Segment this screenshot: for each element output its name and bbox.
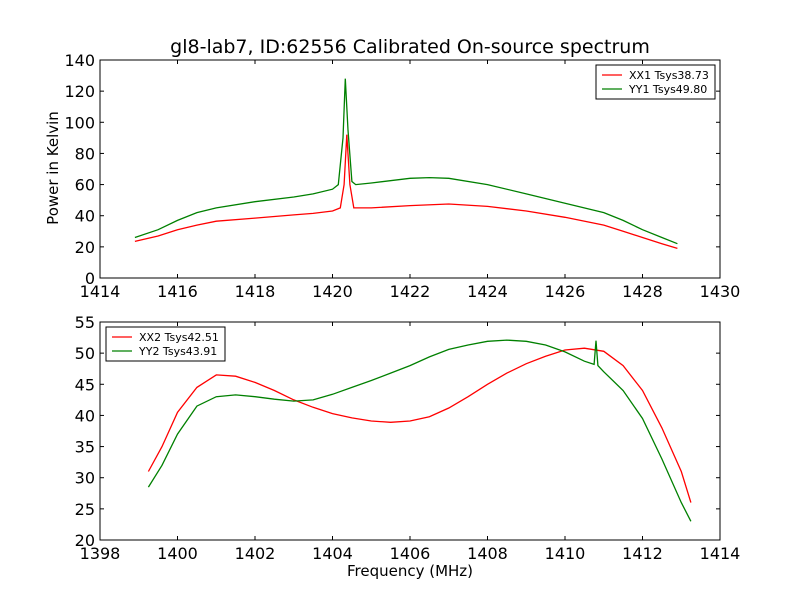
top-chart-y-tick-label: 100 xyxy=(64,113,95,132)
bottom-chart-series-line-2 xyxy=(147,339,692,522)
bottom-chart-x-tick-label: 1398 xyxy=(80,544,121,563)
top-chart-title: gl8-lab7, ID:62556 Calibrated On-source … xyxy=(170,36,650,58)
bottom-chart-x-tick-label: 1410 xyxy=(545,544,586,563)
top-chart-legend xyxy=(595,64,716,100)
bottom-chart-x-tick-label: 1414 xyxy=(700,544,741,563)
top-chart-x-tick-label: 1422 xyxy=(390,282,431,301)
top-chart-y-tick-label: 120 xyxy=(64,82,95,101)
top-chart-x-tick-label: 1424 xyxy=(467,282,508,301)
bottom-chart-x-tick-label: 1412 xyxy=(622,544,663,563)
top-chart-x-tick-label: 1430 xyxy=(700,282,741,301)
bottom-chart-x-axis-label: Frequency (MHz) xyxy=(347,562,473,580)
top-chart-series-line-2 xyxy=(134,78,678,245)
top-chart-x-tick-label: 1426 xyxy=(545,282,586,301)
top-chart-y-tick-label: 40 xyxy=(75,207,95,226)
top-chart-y-tick-label: 0 xyxy=(85,269,95,288)
bottom-chart-y-tick-label: 50 xyxy=(75,344,95,363)
bottom-chart-y-tick-label: 30 xyxy=(75,469,95,488)
top-chart-x-tick-label: 1428 xyxy=(622,282,663,301)
top-chart-y-tick-label: 60 xyxy=(75,176,95,195)
top-chart-y-axis-label: Power in Kelvin xyxy=(44,111,62,225)
top-chart-y-tick-label: 20 xyxy=(75,238,95,257)
bottom-chart-legend xyxy=(105,326,226,362)
bottom-chart-y-tick-label: 35 xyxy=(75,438,95,457)
top-chart-x-tick-label: 1418 xyxy=(235,282,276,301)
bottom-chart-legend-label-2: YY2 Tsys43.91 xyxy=(138,345,217,358)
bottom-chart-y-tick-label: 25 xyxy=(75,500,95,519)
bottom-chart-y-tick-label: 20 xyxy=(75,531,95,550)
bottom-chart-y-tick-label: 55 xyxy=(75,313,95,332)
top-chart-series-line-1 xyxy=(134,134,678,250)
bottom-chart-series-line-1 xyxy=(147,347,692,503)
bottom-chart-x-tick-label: 1404 xyxy=(312,544,353,563)
top-chart-legend-label-1: XX1 Tsys38.73 xyxy=(629,69,709,82)
bottom-chart-x-tick-label: 1406 xyxy=(390,544,431,563)
top-chart-x-tick-label: 1414 xyxy=(80,282,121,301)
bottom-chart-x-tick-label: 1400 xyxy=(157,544,198,563)
top-chart-y-tick-label: 140 xyxy=(64,51,95,70)
bottom-chart: 1398 1400 1402 1404 1406 1408 1410 1412 1414 20 25… xyxy=(75,313,741,563)
bottom-chart-y-tick-label: 40 xyxy=(75,406,95,425)
top-chart: 1414 1416 1418 1420 1422 1424 1426 1428 1430 0 20 4… xyxy=(64,51,740,301)
bottom-chart-x-tick-label: 1402 xyxy=(235,544,276,563)
top-chart-x-tick-label: 1420 xyxy=(312,282,353,301)
top-chart-legend-label-2: YY1 Tsys49.80 xyxy=(628,83,707,96)
bottom-chart-x-tick-label: 1408 xyxy=(467,544,508,563)
top-chart-x-tick-label: 1416 xyxy=(157,282,198,301)
top-chart-y-tick-label: 80 xyxy=(75,144,95,163)
bottom-chart-legend-label-1: XX2 Tsys42.51 xyxy=(139,331,219,344)
bottom-chart-y-tick-label: 45 xyxy=(75,375,95,394)
